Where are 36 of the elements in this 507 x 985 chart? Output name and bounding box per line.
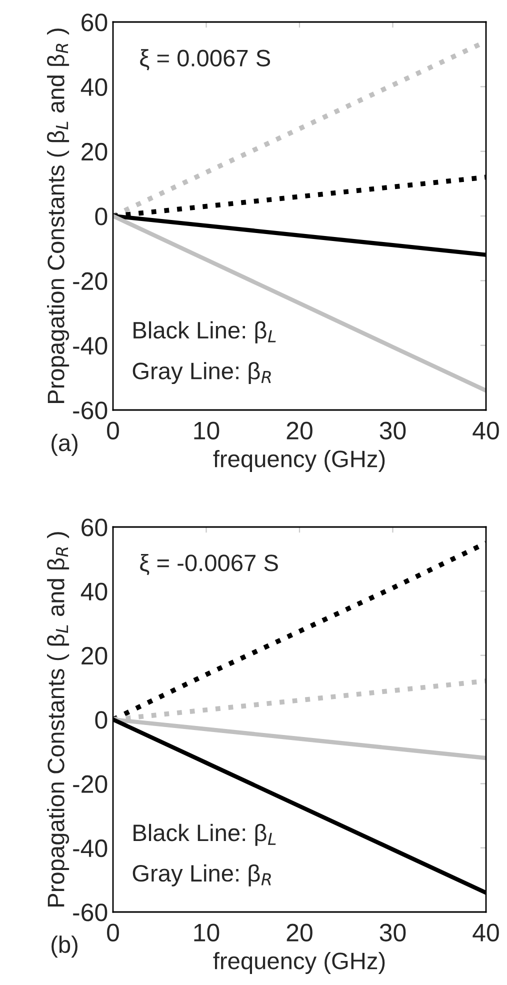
annotation: Gray Line: β$_{R}$	[132, 864, 271, 886]
x-axis-title: frequency (GHz)	[213, 450, 385, 472]
y-tick-label: -20	[73, 775, 108, 793]
x-tick-label: 40	[472, 422, 499, 440]
x-tick-label: 0	[107, 924, 119, 942]
annotation: Gray Line: β$_{R}$	[132, 362, 271, 384]
y-tick-label: 0	[95, 208, 108, 226]
annotation: ξ = -0.0067 S	[140, 554, 278, 576]
y-tick-label: 60	[82, 518, 108, 536]
x-tick-label: 10	[194, 924, 220, 942]
y-tick-label: 0	[95, 711, 108, 729]
y-tick-label: -60	[73, 402, 108, 420]
text: (a)	[52, 434, 78, 456]
y-tick-label: -60	[73, 904, 108, 922]
x-axis-title: frequency (GHz)	[213, 952, 385, 974]
x-tick-label: 20	[286, 924, 312, 942]
x-tick-label: 30	[380, 924, 406, 942]
y-tick-label: 20	[82, 646, 108, 665]
x-tick-label: 0	[107, 422, 119, 440]
y-tick-label: -20	[73, 272, 108, 290]
x-tick-label: 40	[472, 924, 499, 942]
y-tick-label: 60	[82, 14, 108, 32]
x-tick-label: 30	[380, 422, 406, 440]
x-tick-label: 10	[194, 422, 220, 440]
y-tick-label: 40	[80, 582, 108, 600]
y-axis-title: Propagation Constants ( β$_{L}$ and β$_{R}$ )	[47, 532, 70, 906]
text: (b)	[52, 936, 78, 958]
y-tick-label: -40	[73, 336, 108, 355]
annotation: Black Line: β$_{L}$	[134, 824, 276, 846]
annotation: Black Line: β$_{L}$	[134, 321, 276, 344]
y-tick-label: 20	[82, 142, 108, 161]
annotation: ξ = 0.0067 S	[140, 49, 270, 70]
y-tick-label: -40	[73, 839, 108, 858]
y-tick-label: 40	[80, 78, 108, 96]
x-tick-label: 20	[286, 422, 312, 440]
y-axis-title: Propagation Constants ( β$_{L}$ and β$_{R}$ )	[47, 28, 70, 403]
